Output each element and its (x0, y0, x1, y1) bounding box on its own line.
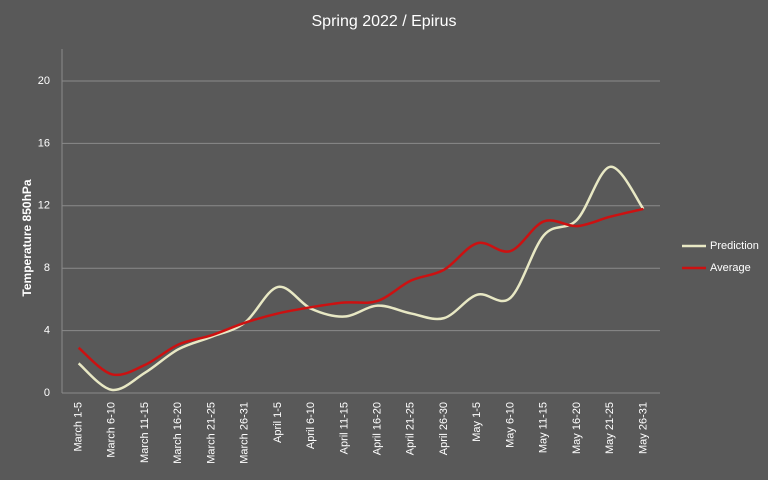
x-tick-label: May 26-31 (637, 402, 649, 454)
line-series (77, 165, 645, 392)
x-tick-label: March 16-20 (172, 402, 184, 464)
x-tick-label: April 1-5 (272, 402, 284, 443)
x-tick-label: May 6-10 (504, 402, 516, 448)
y-axis-label: Temperature 850hPa (20, 179, 34, 296)
y-tick-label: 12 (38, 200, 50, 212)
x-tick-label: March 26-31 (239, 402, 251, 464)
x-tick-label: April 11-15 (338, 402, 350, 454)
y-tick-label: 0 (44, 387, 50, 399)
legend-label: Prediction (710, 240, 759, 252)
x-tick-label: April 16-20 (372, 402, 384, 455)
y-tick-label: 4 (44, 325, 50, 337)
y-tick-label: 20 (38, 75, 50, 87)
x-tick-label: March 6-10 (106, 402, 118, 458)
x-tick-label: May 11-15 (538, 402, 550, 453)
x-tick-label: May 21-25 (604, 402, 616, 454)
x-tick-label: March 1-5 (73, 402, 85, 452)
x-tick-label: May 1-5 (471, 402, 483, 442)
x-tick-label: April 6-10 (305, 402, 317, 449)
chart-title: Spring 2022 / Epirus (312, 13, 457, 30)
x-tick-label: April 21-25 (405, 402, 417, 455)
x-tick-label: April 26-30 (438, 402, 450, 455)
y-tick-label: 8 (44, 262, 50, 274)
x-tick-label: March 21-25 (205, 402, 217, 464)
x-tick-label: May 16-20 (571, 402, 583, 454)
line-series (77, 207, 644, 377)
x-tick-label: March 11-15 (139, 402, 151, 463)
legend-label: Average (710, 262, 751, 274)
y-tick-label: 16 (38, 137, 50, 149)
